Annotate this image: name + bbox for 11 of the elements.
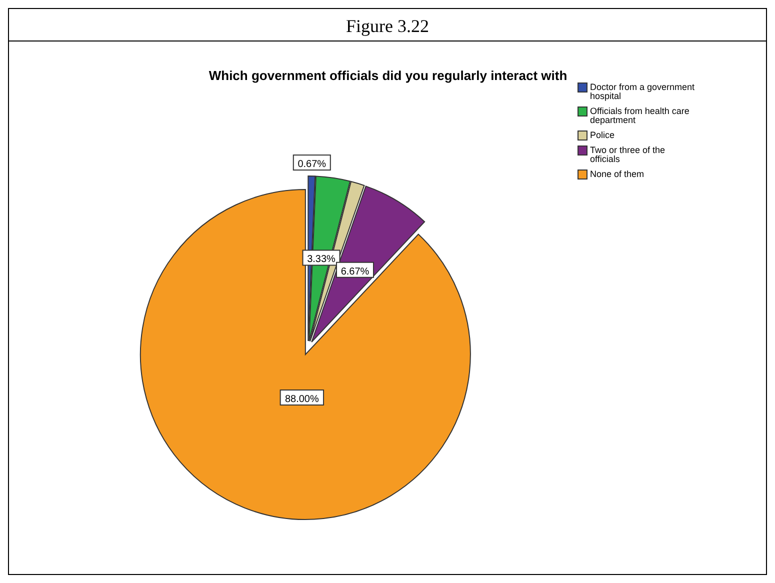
legend-label: Two or three of the officials (590, 145, 666, 164)
data-label: 0.67% (298, 159, 326, 170)
legend-label: Police (590, 130, 615, 140)
legend-label: Officials from health care department (590, 106, 690, 125)
data-label: 6.67% (340, 266, 370, 278)
legend-label: None of them (590, 169, 644, 179)
data-label: 88.00% (284, 394, 319, 405)
data-label: 3.33% (307, 254, 336, 266)
chart-title: Which government officials did you regularly interact with (208, 68, 568, 83)
legend-label: Doctor from a government hospital (590, 82, 696, 101)
caption: Figure 3.22 (346, 16, 429, 36)
